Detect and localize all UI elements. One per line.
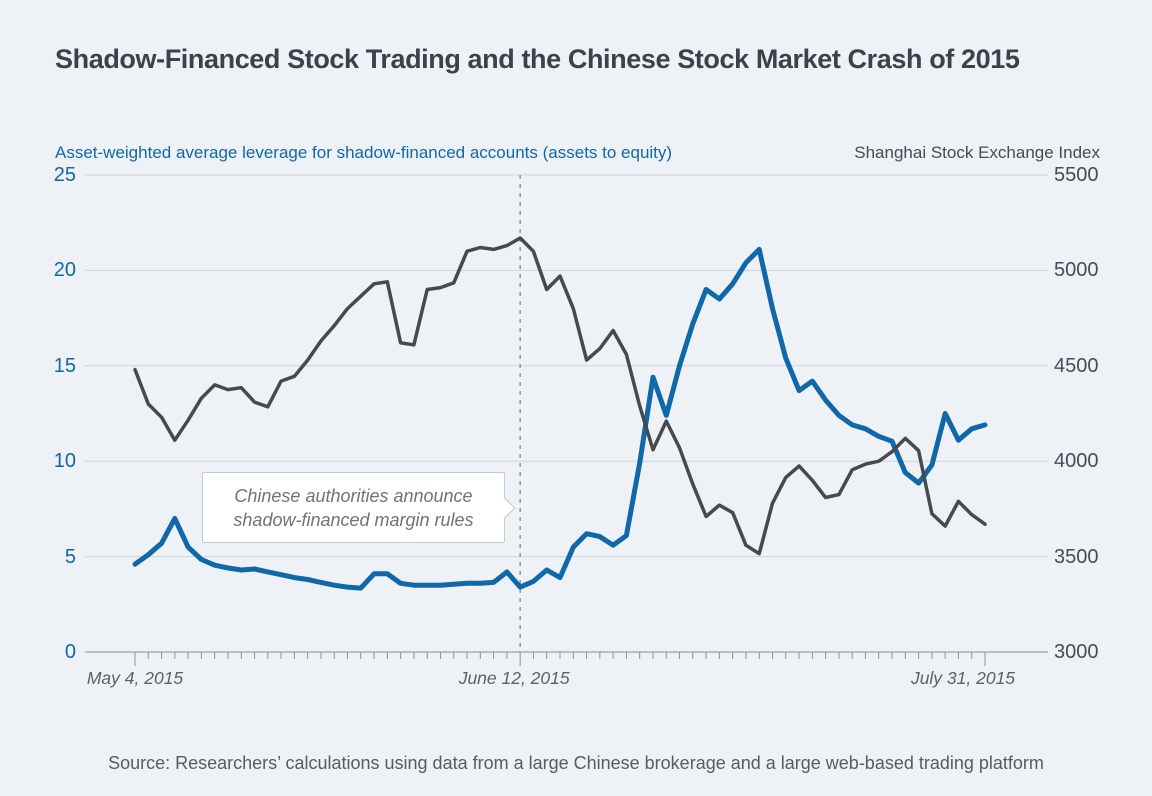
right-axis-tick-label: 5000 [1054,259,1099,282]
left-axis-tick-label: 15 [53,354,76,377]
annotation-callout: Chinese authorities announce shadow-fina… [202,472,516,543]
sse-index-line [133,236,987,556]
right-axis-tick-label: 4000 [1054,450,1099,473]
x-axis-date-label: June 12, 2015 [458,668,570,688]
left-axis-tick-label: 25 [53,164,76,186]
left-axis-tick-label: 20 [53,259,76,282]
annotation-text-line1: Chinese authorities announce [234,485,473,506]
left-axis-tick-label: 10 [53,450,76,473]
right-axis-title: Shanghai Stock Exchange Index [854,143,1100,162]
source-note: Source: Researchers’ calculations using … [108,753,1044,773]
left-axis-title: Asset-weighted average leverage for shad… [55,143,673,162]
right-axis-tick-label: 3500 [1054,545,1099,568]
x-axis-date-label: May 4, 2015 [86,668,184,688]
left-axis-tick-label: 0 [64,641,76,663]
leverage-line [132,246,988,591]
left-axis-tick-label: 5 [64,545,76,568]
annotation-text-line2: shadow-financed margin rules [233,509,474,530]
page-title: Shadow-Financed Stock Trading and the Ch… [55,44,1020,74]
x-axis-date-label: July 31, 2015 [910,668,1016,688]
right-axis-tick-label: 3000 [1054,641,1099,663]
right-axis-tick-label: 5500 [1054,164,1099,186]
right-axis-tick-label: 4500 [1054,354,1099,377]
